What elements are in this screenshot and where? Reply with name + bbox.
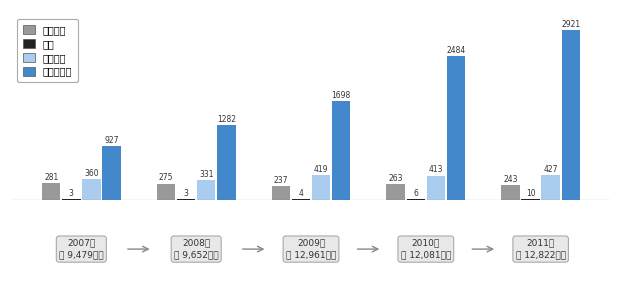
Text: 2011년
총 12,822개사: 2011년 총 12,822개사 (516, 239, 566, 259)
Text: 281: 281 (44, 173, 58, 182)
Bar (386, 184, 405, 200)
Bar (217, 125, 236, 200)
Text: 2008년
총 9,652개사: 2008년 총 9,652개사 (174, 239, 218, 259)
Legend: 일간신문, 동신, 기타일간, 인터넷신문: 일간신문, 동신, 기타일간, 인터넷신문 (17, 19, 78, 82)
Text: 2009년
총 12,961개사: 2009년 총 12,961개사 (286, 239, 336, 259)
Bar (42, 183, 60, 199)
Bar (312, 175, 330, 200)
Text: 419: 419 (313, 165, 328, 174)
Bar (197, 180, 215, 200)
Text: 243: 243 (503, 175, 518, 184)
Text: 2921: 2921 (561, 20, 580, 29)
Bar (102, 146, 121, 200)
Bar (157, 184, 175, 199)
Bar (501, 186, 520, 199)
Text: 927: 927 (104, 136, 119, 145)
Text: 360: 360 (84, 168, 99, 178)
Text: 2010년
총 12,081개사: 2010년 총 12,081개사 (401, 239, 451, 259)
Text: 6: 6 (414, 189, 418, 198)
Text: 2484: 2484 (447, 46, 466, 54)
Bar (562, 30, 580, 200)
Text: 413: 413 (429, 165, 443, 174)
Text: 10: 10 (526, 189, 536, 198)
Text: 275: 275 (159, 173, 174, 182)
Bar (332, 101, 350, 200)
Bar (542, 175, 560, 199)
Bar (427, 176, 445, 200)
Text: 4: 4 (299, 189, 304, 198)
Text: 263: 263 (388, 174, 403, 183)
Text: 237: 237 (274, 176, 288, 185)
Bar (82, 179, 101, 199)
Bar (272, 186, 290, 199)
Text: 3: 3 (183, 189, 188, 198)
Text: 427: 427 (544, 165, 558, 174)
Bar (447, 56, 465, 200)
Text: 2007년
총 9,479개사: 2007년 총 9,479개사 (59, 239, 104, 259)
Text: 331: 331 (199, 170, 213, 179)
Text: 1698: 1698 (332, 91, 351, 100)
Text: 3: 3 (69, 189, 74, 198)
Text: 1282: 1282 (217, 115, 236, 124)
